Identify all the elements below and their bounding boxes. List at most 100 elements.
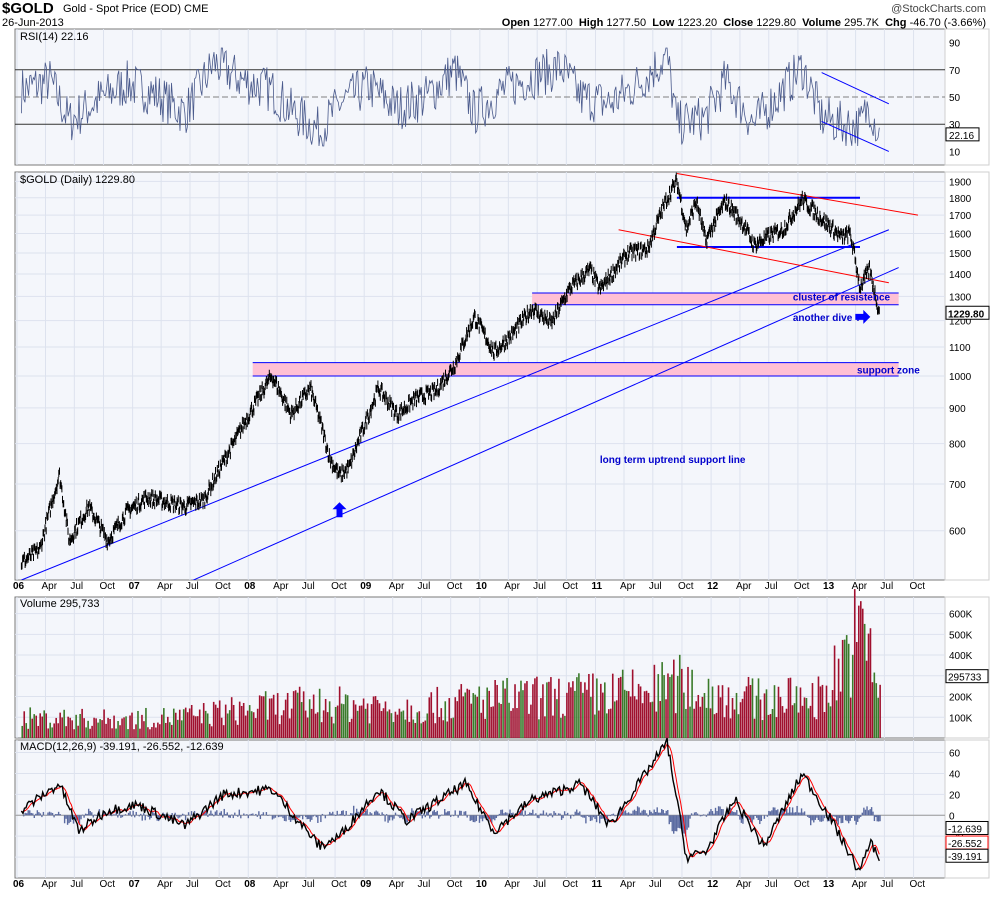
price-last-value-box (945, 305, 990, 320)
macd-histogram-bar (312, 815, 315, 817)
macd-histogram-bar (802, 812, 804, 816)
volume-bar (412, 719, 415, 738)
macd-histogram-bar (757, 815, 759, 821)
macd-histogram-bar (781, 807, 783, 816)
macd-histogram-bar (408, 815, 410, 819)
volume-bar (607, 709, 610, 738)
macd-histogram-bar (510, 812, 513, 816)
volume-bar (153, 722, 155, 738)
price-y-tick: 900 (949, 404, 966, 415)
volume-bar (182, 709, 185, 738)
macd-histogram-bar (457, 815, 459, 818)
volume-bar (805, 697, 808, 738)
volume-bar (135, 724, 137, 738)
x-tick-label: Apr (389, 879, 405, 890)
rsi-last-value-box (945, 127, 980, 142)
volume-bar (639, 686, 642, 738)
macd-histogram-bar (541, 813, 543, 816)
arrow-up-icon (332, 502, 347, 518)
rsi-y-tick: 90 (949, 39, 961, 50)
volume-bar (202, 703, 205, 738)
volume-bar (717, 685, 720, 738)
price-y-tick: 700 (949, 480, 966, 491)
volume-bar (398, 708, 401, 738)
volume-bar (789, 677, 792, 738)
volume-bar (791, 705, 794, 738)
volume-bar (362, 698, 365, 738)
volume-bar (450, 718, 453, 738)
macd-histogram-bar (627, 812, 630, 816)
macd-histogram-bar (454, 810, 456, 816)
volume-bar (394, 711, 397, 738)
volume-bar (705, 707, 708, 738)
macd-histogram-bar (109, 812, 111, 816)
x-tick-label: Jul (533, 581, 546, 592)
instrument-title: Gold - Spot Price (EOD) (63, 3, 181, 15)
macd-histogram-bar (127, 812, 130, 816)
macd-histogram-bar (661, 808, 663, 816)
volume-bar (180, 720, 183, 738)
macd-histogram-bar (421, 815, 424, 819)
x-tick-label: Oct (794, 581, 810, 592)
volume-bar (125, 716, 127, 738)
volume-bar (95, 718, 97, 738)
macd-histogram-bar (129, 811, 131, 816)
price-y-tick: 1700 (949, 211, 972, 222)
x-tick-label: Jul (418, 879, 431, 890)
volume-bar (510, 710, 512, 738)
macd-histogram-bar (819, 815, 821, 822)
volume-bar (115, 728, 117, 738)
macd-histogram-bar (149, 815, 151, 820)
macd-histogram-bar (746, 815, 749, 818)
volume-bar (364, 708, 367, 738)
macd-histogram-bar (629, 813, 631, 816)
x-tick-label: 07 (129, 581, 141, 592)
volume-bar (809, 705, 812, 738)
macd-histogram-bar (447, 811, 449, 816)
volume-bar (272, 694, 275, 738)
macd-histogram-bar (47, 812, 49, 816)
volume-bar (669, 676, 671, 738)
macd-histogram-bar (598, 815, 601, 824)
macd-histogram-bar (279, 815, 281, 817)
volume-bar (530, 704, 532, 738)
volume-bar (396, 714, 399, 738)
macd-histogram-bar (614, 815, 616, 817)
macd-histogram-bar (193, 810, 196, 816)
volume-bar (432, 712, 435, 738)
macd-histogram-bar (360, 811, 362, 816)
volume-bar (256, 708, 259, 738)
volume-bar (482, 699, 485, 738)
volume-bar (145, 707, 147, 738)
volume-bar (244, 715, 247, 738)
macd-histogram-bar (84, 813, 87, 816)
volume-bar (853, 589, 856, 738)
macd-histogram-bar (181, 813, 184, 816)
volume-bar (336, 705, 339, 738)
x-tick-label: Oct (215, 879, 231, 890)
volume-bar (667, 673, 669, 738)
macd-histogram-bar (491, 815, 493, 824)
volume-bar (342, 704, 345, 738)
price-y-tick: 1100 (949, 343, 971, 354)
macd-histogram-bar (633, 809, 636, 816)
macd-histogram-bar (838, 815, 841, 819)
volume-bar (316, 712, 319, 738)
macd-histogram-bar (110, 815, 113, 817)
macd-histogram-bar (138, 815, 140, 817)
volume-bar (839, 691, 842, 738)
price-y-tick: 1400 (949, 270, 972, 281)
volume-bar (540, 698, 542, 738)
macd-histogram-bar (330, 813, 332, 816)
x-tick-label: Oct (562, 879, 578, 890)
volume-bar (621, 669, 624, 738)
volume-bar (600, 683, 602, 738)
volume-bar (29, 707, 32, 738)
macd-histogram-bar (699, 815, 702, 817)
volume-bar (218, 700, 221, 738)
volume-bar (400, 711, 403, 738)
macd-histogram-bar (497, 815, 499, 817)
price-y-tick: 1500 (949, 249, 972, 260)
macd-histogram-bar (722, 809, 724, 816)
volume-bar (278, 724, 281, 738)
